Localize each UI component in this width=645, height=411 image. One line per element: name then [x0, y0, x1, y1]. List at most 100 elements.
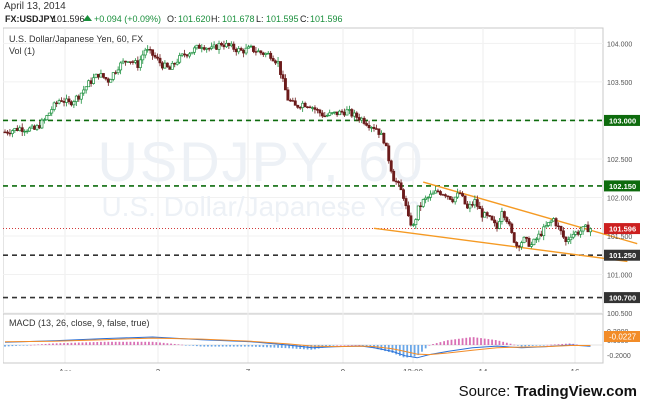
candle-body [37, 125, 41, 129]
candle-body [478, 206, 482, 209]
candle-body [483, 212, 487, 218]
macd-histogram-bar [410, 345, 412, 357]
macd-histogram-bar [74, 342, 77, 345]
candle-body [57, 100, 61, 104]
candle-body [446, 195, 450, 198]
candle-body [537, 233, 541, 240]
macd-value-badge [604, 331, 640, 342]
current-price-label: 101.596 [609, 225, 636, 234]
candle-body [421, 199, 425, 207]
candle-body [286, 89, 290, 101]
macd-histogram-bar [7, 345, 10, 347]
candle-body [77, 95, 81, 100]
macd-histogram-bar [557, 344, 560, 345]
candle-body [387, 145, 391, 162]
candle-body [185, 54, 189, 57]
macd-histogram-bar [328, 345, 331, 347]
candle-body [148, 49, 152, 51]
macd-histogram-bar [269, 345, 272, 348]
macd-histogram-bar [461, 338, 464, 345]
macd-histogram-bar [218, 345, 220, 347]
candle-body [97, 73, 100, 78]
candle-body [389, 160, 393, 172]
macd-histogram-bar [166, 343, 169, 345]
macd-histogram-bar [354, 345, 357, 346]
macd-histogram-bar [203, 345, 206, 347]
candle-body [584, 224, 588, 227]
candle-body [72, 101, 76, 106]
candle-body [473, 199, 477, 206]
candle-body [138, 59, 142, 68]
macd-histogram-bar [77, 342, 80, 345]
candle-body [8, 132, 12, 135]
macd-histogram-bar [37, 344, 40, 346]
macd-tick-2: -0.2000 [607, 353, 631, 360]
candle-body [328, 112, 332, 116]
candle-body [220, 43, 223, 46]
candle-body [25, 130, 29, 133]
candle-body [510, 223, 514, 233]
candle-body [65, 98, 68, 103]
candle-body [15, 127, 19, 131]
candle-body [298, 106, 302, 109]
macd-histogram-bar [122, 341, 124, 345]
candle-body [119, 62, 123, 71]
candles [3, 40, 592, 252]
candle-body [121, 60, 125, 64]
price-change: +0.094 (+0.09%) [94, 14, 161, 24]
watermark-symbol: USDJPY, 60 [97, 130, 424, 193]
macd-histogram-bar [118, 341, 121, 345]
macd-histogram-bar [469, 337, 471, 345]
macd-histogram-bar [133, 341, 136, 345]
candle-body [141, 54, 145, 61]
candle-body [434, 190, 437, 194]
candle-body [475, 199, 479, 207]
price-chart[interactable]: FX:USDJPY 101.596 +0.094 (+0.09%) O: 101… [2, 13, 641, 377]
candle-body [227, 42, 231, 47]
candle-body [197, 44, 201, 49]
macd-histogram-bar [421, 345, 423, 352]
candle-body [507, 221, 511, 225]
macd-histogram-bar [70, 342, 73, 345]
candle-body [99, 73, 103, 78]
candle-body [180, 53, 184, 56]
macd-indicator [3, 336, 603, 359]
macd-histogram-bar [454, 339, 457, 345]
candle-body [549, 220, 553, 223]
candle-body [151, 49, 155, 56]
y-tick-label: 101.000 [607, 272, 632, 279]
macd-histogram-bar [114, 341, 117, 345]
candle-body [451, 199, 455, 203]
candle-body [146, 49, 150, 51]
candle-body [520, 242, 524, 248]
candle-body [42, 119, 46, 121]
candle-body [168, 66, 172, 70]
macd-histogram-bar [494, 340, 497, 345]
candle-body [485, 212, 489, 216]
candle-body [195, 44, 199, 49]
macd-histogram-bar [498, 340, 501, 345]
candle-body [252, 45, 255, 52]
macd-histogram-bar [299, 345, 302, 349]
candle-body [589, 228, 592, 233]
candle-body [92, 77, 96, 84]
source-prefix: Source: [458, 383, 515, 400]
candle-body [175, 61, 179, 65]
macd-histogram-bar [4, 345, 6, 347]
candle-body [325, 114, 329, 117]
candle-body [50, 109, 54, 114]
level-badge-label: 102.150 [609, 182, 636, 191]
macd-histogram-bar [199, 345, 202, 347]
candle-body [534, 238, 538, 241]
macd-histogram-bar [432, 344, 434, 345]
candle-body [45, 115, 49, 121]
symbol-header: FX:USDJPY 101.596 +0.094 (+0.09%) O: 101… [5, 14, 343, 24]
source-credit: Source: TradingView.com [459, 383, 637, 400]
candle-body [28, 127, 32, 132]
price-badges: 103.000 102.150 101.250 100.700 101.596 [604, 114, 640, 304]
candle-body [205, 47, 209, 50]
trendlines [373, 181, 638, 263]
candle-body [239, 48, 243, 51]
open-label: O: [167, 14, 177, 24]
candle-body [409, 215, 413, 226]
